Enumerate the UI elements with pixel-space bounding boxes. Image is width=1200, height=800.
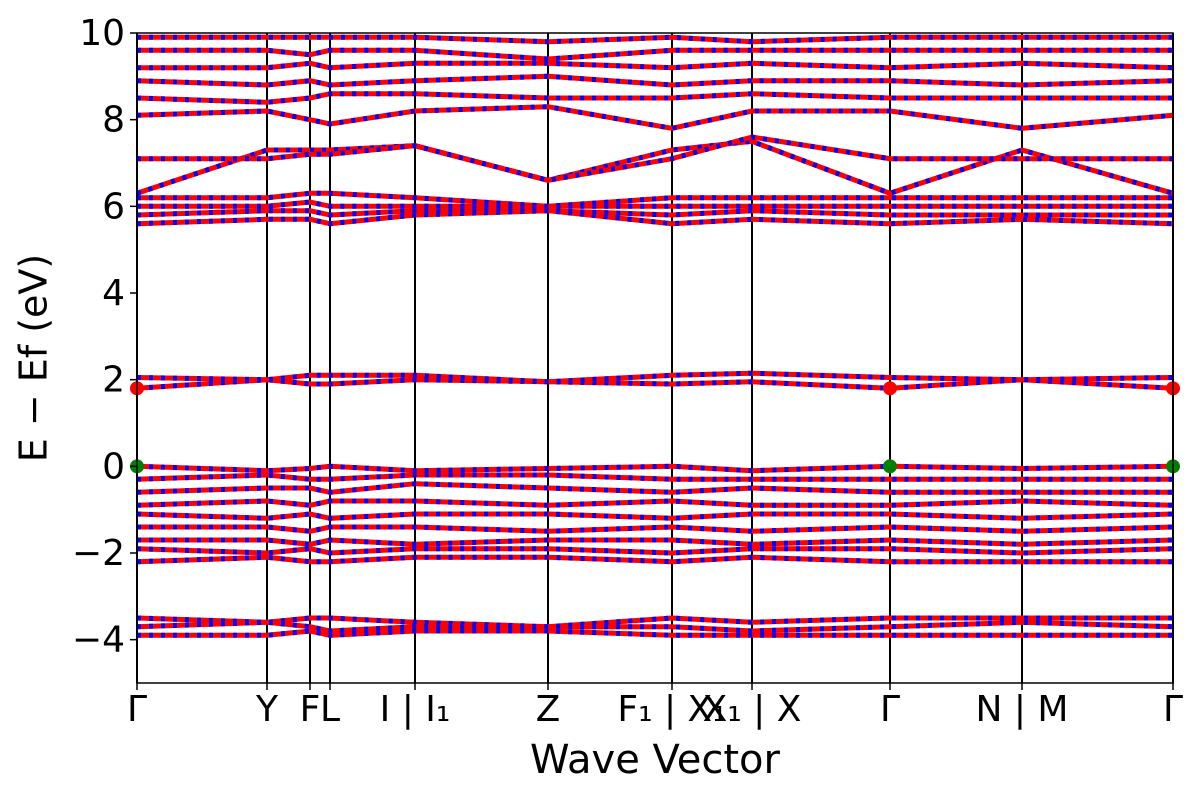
band-dash — [137, 190, 1173, 209]
band-dash — [136, 546, 1174, 556]
band-dash — [137, 628, 1173, 638]
band-dash — [136, 554, 1173, 565]
x-tick-label: Γ — [880, 689, 900, 730]
band-edge-point — [883, 459, 897, 474]
band-dash — [136, 481, 1173, 495]
x-tick-label: F — [300, 689, 321, 730]
y-tick-label: 0 — [102, 446, 125, 487]
y-tick-label: −2 — [72, 533, 125, 574]
band-dash — [137, 47, 1173, 62]
band-dash — [137, 537, 1174, 547]
x-tick-label: Γ — [1163, 689, 1183, 730]
band-dash — [136, 208, 1174, 227]
band-dash — [136, 104, 1174, 131]
y-tick-label: 4 — [102, 273, 125, 314]
band-edge-point — [883, 381, 897, 396]
plot-frame — [136, 32, 1174, 684]
band-dash — [136, 511, 1174, 521]
band-dash — [136, 472, 1173, 482]
band-line — [137, 134, 1173, 183]
band-dash — [137, 34, 1173, 45]
band-dash — [136, 498, 1174, 508]
y-tick-label: 6 — [102, 186, 125, 227]
band-dash — [136, 463, 1174, 474]
y-tick-label: 2 — [102, 360, 125, 401]
y-tick-label: 10 — [79, 13, 125, 54]
y-axis-label: E − Ef (eV) — [12, 254, 56, 463]
x-tick-label: N | M — [975, 689, 1068, 730]
band-dash — [136, 370, 1174, 385]
x-tick-label: Γ — [127, 689, 147, 730]
x-tick-label: Z — [536, 689, 561, 730]
x-tick-label: F₁ | X₁ — [617, 689, 726, 730]
x-tick-label: L — [320, 689, 340, 730]
band-dash — [137, 134, 1173, 183]
band-dash — [136, 619, 1174, 634]
band-dash — [137, 60, 1174, 71]
band-dash — [136, 91, 1173, 105]
band-dash — [136, 73, 1174, 88]
x-tick-label: Y — [255, 689, 279, 730]
y-tick-label: −4 — [72, 620, 125, 661]
x-tick-label: I | I₁ — [380, 689, 451, 730]
x-axis-label: Wave Vector — [530, 737, 781, 783]
band-dash — [137, 524, 1174, 534]
y-tick-label: 8 — [102, 100, 125, 141]
band-dash — [136, 208, 1173, 218]
x-tick-label: X₁ | X — [703, 689, 802, 730]
